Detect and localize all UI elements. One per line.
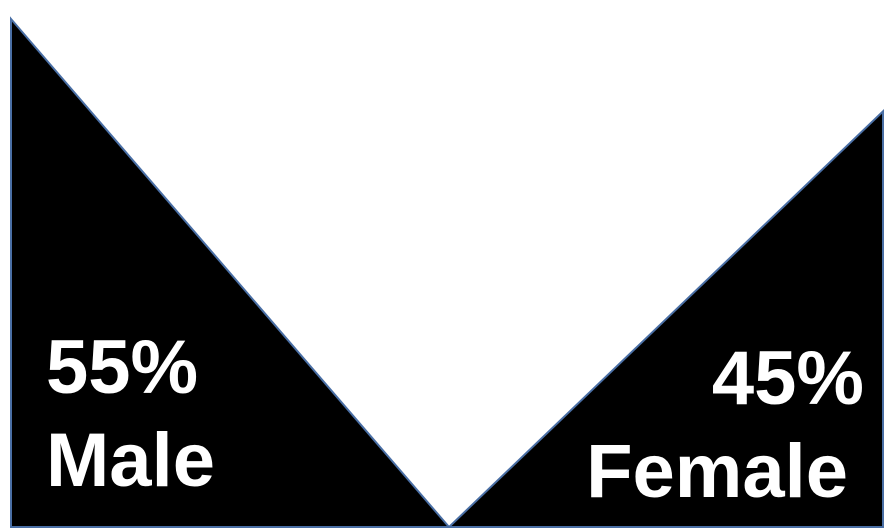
chart-marks xyxy=(10,16,884,528)
chart-labels: 55%Male 45%Female xyxy=(46,325,864,514)
percent-label-female: 45% xyxy=(712,336,864,421)
category-label-male: Male xyxy=(46,418,215,503)
category-label-female: Female xyxy=(586,429,848,514)
triangle-female xyxy=(446,109,884,528)
triangle-male xyxy=(10,16,452,528)
percent-label-male: 55% xyxy=(46,325,198,410)
